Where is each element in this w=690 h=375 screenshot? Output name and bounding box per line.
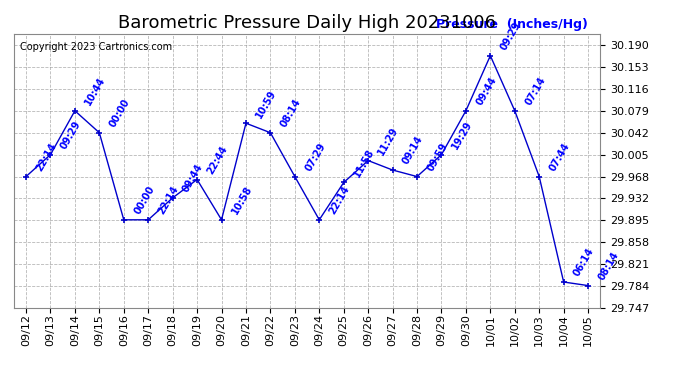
Text: 08:14: 08:14 <box>279 97 303 129</box>
Text: 10:58: 10:58 <box>230 184 254 216</box>
Text: 22:14: 22:14 <box>328 184 352 216</box>
Text: 11:29: 11:29 <box>377 125 401 157</box>
Title: Barometric Pressure Daily High 20231006: Barometric Pressure Daily High 20231006 <box>118 14 496 32</box>
Text: 09:29: 09:29 <box>499 20 523 52</box>
Text: 09:59: 09:59 <box>425 141 449 173</box>
Text: 09:14: 09:14 <box>401 135 425 166</box>
Text: 22:14: 22:14 <box>34 141 59 173</box>
Text: 22:44: 22:44 <box>206 144 230 176</box>
Text: 09:29: 09:29 <box>59 119 83 151</box>
Text: 00:00: 00:00 <box>108 97 132 129</box>
Text: 19:29: 19:29 <box>450 119 474 151</box>
Text: 10:44: 10:44 <box>83 75 108 107</box>
Text: 06:14: 06:14 <box>572 247 596 279</box>
Text: 11:58: 11:58 <box>352 147 376 179</box>
Text: 08:14: 08:14 <box>596 250 620 282</box>
Text: 09:44: 09:44 <box>181 162 205 194</box>
Text: 00:00: 00:00 <box>132 184 156 216</box>
Text: 10:59: 10:59 <box>255 88 279 120</box>
Text: 09:44: 09:44 <box>474 75 498 107</box>
Text: 07:29: 07:29 <box>303 141 327 173</box>
Text: Pressure  (Inches/Hg): Pressure (Inches/Hg) <box>436 18 588 31</box>
Text: 07:14: 07:14 <box>523 75 547 107</box>
Text: 07:44: 07:44 <box>548 141 572 173</box>
Text: Copyright 2023 Cartronics.com: Copyright 2023 Cartronics.com <box>19 42 172 52</box>
Text: 22:14: 22:14 <box>157 184 181 216</box>
